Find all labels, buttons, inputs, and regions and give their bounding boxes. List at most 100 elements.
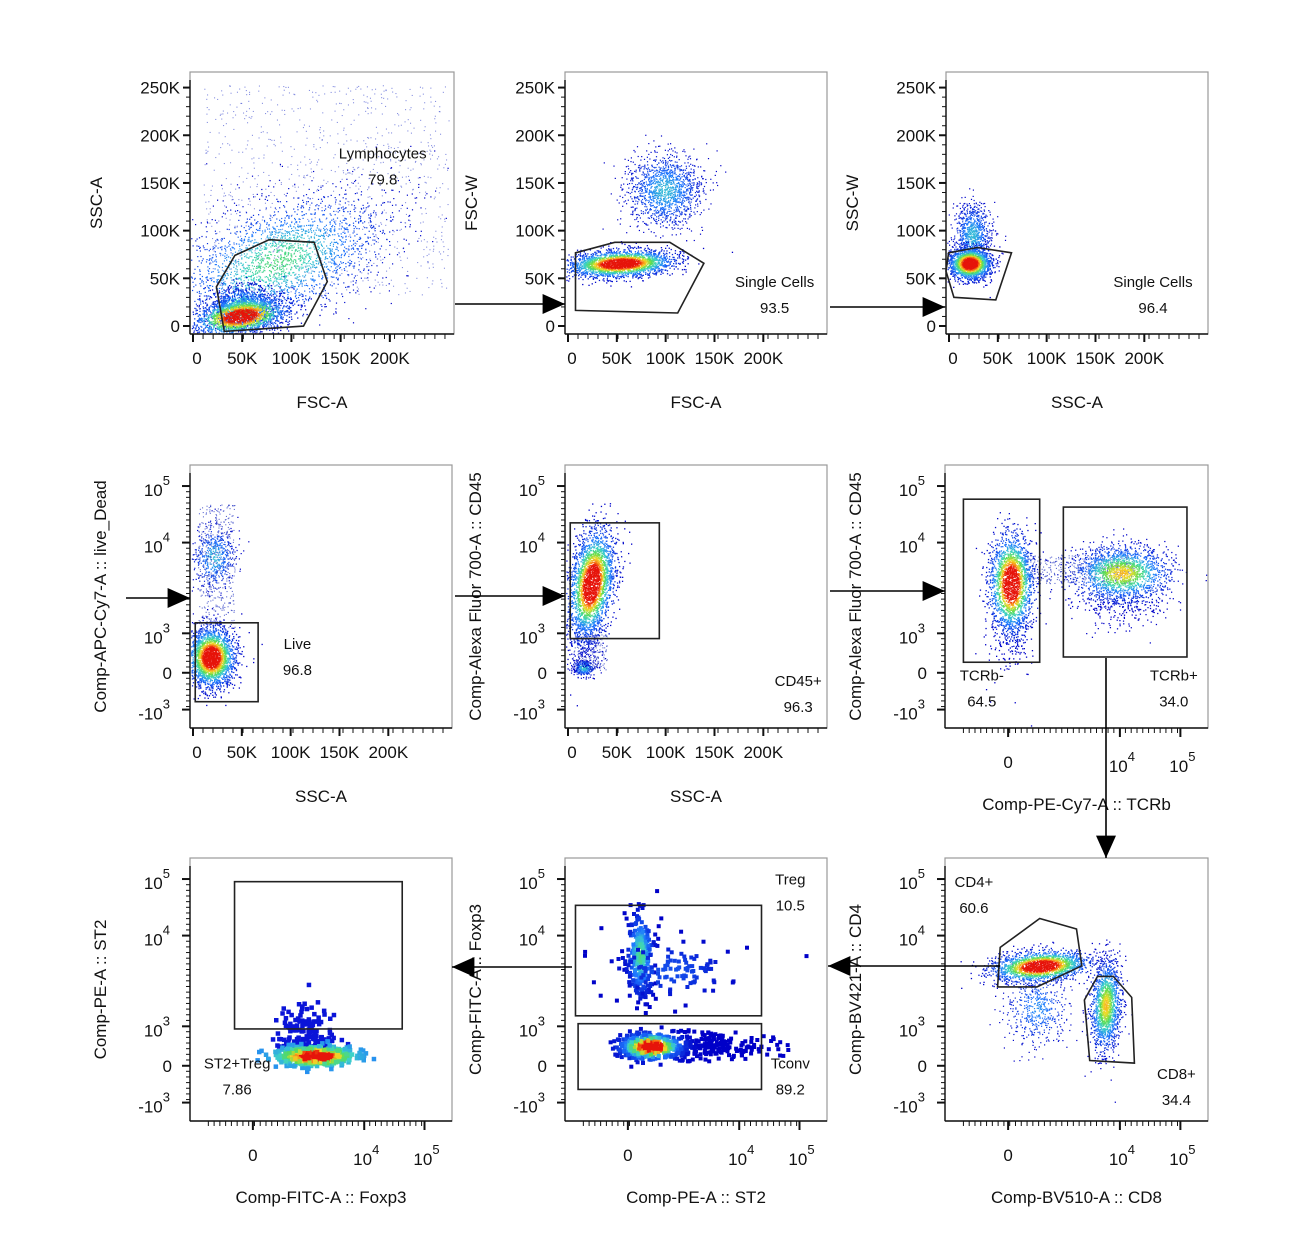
gate-cd4-positive[interactable] [996,917,1083,988]
arrowhead-icon [922,581,945,601]
gate-single-cells-ssc[interactable] [945,246,1013,301]
gate-name: CD4+ [955,874,994,891]
event-scatter [975,512,1208,727]
x-tick-label: 150K [320,743,360,762]
gate-label: ST2+Treg 7.86 [204,1055,271,1098]
y-tick-label: 50K [525,269,556,288]
gate-label: Treg 10.5 [775,871,805,914]
plot-frame [945,71,1209,335]
arrow-p2-to-p3 [830,297,945,317]
cd8-density [1081,939,1133,1103]
gate-percent: 96.3 [784,699,813,716]
x-tick-label: 150K [1076,349,1116,368]
y-tick-label: 0 [918,1057,927,1076]
y-tick-label: 105 [899,866,925,893]
x-tick-label: 0 [192,743,201,762]
x-tick-label: 200K [1124,349,1164,368]
gate-cd45-positive[interactable] [569,522,661,640]
y-axis-ticks: -103 0 103 104 105 [513,866,565,1117]
x-tick-label: 0 [1003,753,1012,772]
gate-name: Single Cells [735,274,814,291]
gate-name: CD45+ [775,673,822,690]
cd45-density [566,503,633,707]
x-axis-ticks: 0 50K 100K 150K 200K [567,334,819,368]
gate-tcrb-positive[interactable] [1062,506,1188,658]
y-tick-label: -103 [138,697,170,724]
gate-lymphocytes[interactable] [215,238,329,333]
event-scatter [191,85,450,335]
arrow-p6-to-p9 [1096,658,1116,858]
x-tick-label: 0 [248,1146,257,1165]
y-tick-label: 104 [899,923,925,950]
x-axis-ticks: 0 50K 100K 150K 200K [192,728,444,762]
y-axis-title: SSC-W [843,175,862,232]
y-tick-label: 0 [546,317,555,336]
x-axis-title: FSC-A [671,393,723,412]
x-tick-label: 104 [1109,749,1135,776]
x-axis-ticks: 0 50K 100K 150K 200K [192,334,446,368]
x-tick-label: 50K [227,743,258,762]
x-axis-title: FSC-A [297,393,349,412]
gate-cd8-positive[interactable] [1083,975,1136,1064]
event-scatter [947,188,1007,299]
arrow-into-p4 [126,588,190,608]
y-tick-label: 104 [519,530,545,557]
y-axis-ticks: 0 50K 100K 150K 200K 250K [140,79,190,336]
gate-label: CD8+ 34.4 [1157,1066,1196,1109]
y-tick-label: 0 [171,317,180,336]
x-axis-title: Comp-PE-Cy7-A :: TCRb [982,795,1171,814]
y-tick-label: 103 [144,620,170,647]
dead-cells [191,508,250,615]
y-tick-label: 0 [918,664,927,683]
y-tick-label: -103 [513,697,545,724]
y-tick-label: 103 [144,1013,170,1040]
y-tick-label: 200K [140,126,180,145]
cd4-density [960,941,1119,997]
y-tick-label: 105 [144,473,170,500]
x-tick-label: 50K [602,349,633,368]
gate-single-cells-fsc[interactable] [574,241,705,314]
y-tick-label: -103 [138,1090,170,1117]
gate-tcrb-negative[interactable] [962,498,1041,664]
gate-percent: 60.6 [959,900,988,917]
arrow-p4-to-p5 [455,586,565,606]
x-axis-ticks: 0 104 105 [962,728,1195,776]
y-axis-title: Comp-PE-A :: ST2 [91,920,110,1060]
singlet-density [566,240,734,288]
y-axis-ticks: -103 0 103 104 105 [893,866,945,1117]
gate-tconv[interactable] [577,1022,763,1091]
x-tick-label: 50K [602,743,633,762]
x-tick-label: 105 [1169,749,1195,776]
arrow-p9-to-p8 [828,956,1000,976]
gate-label: Single Cells 93.5 [735,274,814,317]
y-tick-label: 105 [899,473,925,500]
x-tick-label: 0 [567,349,576,368]
y-tick-label: 103 [899,1013,925,1040]
live-density [191,608,263,707]
y-tick-label: 103 [519,620,545,647]
x-tick-label: 100K [646,743,686,762]
gate-live[interactable] [194,621,259,703]
y-axis-title: Comp-APC-Cy7-A :: live_Dead [91,480,110,712]
y-tick-label: 105 [144,866,170,893]
gate-name: TCRb+ [1150,668,1198,685]
gate-name: Treg [775,871,805,888]
x-axis-title: SSC-A [295,787,348,806]
arrowhead-icon [922,297,945,317]
gate-treg[interactable] [574,904,763,1017]
x-tick-label: 100K [272,349,312,368]
y-tick-label: 50K [906,269,937,288]
y-tick-label: 150K [140,174,180,193]
panel-p3: 0 50K 100K 150K 200K 250K 0 50K 100K 150K 200K SSC-… [843,71,1209,412]
x-axis-title: SSC-A [670,787,723,806]
gate-name: Single Cells [1113,274,1192,291]
gate-st2-treg[interactable] [233,880,404,1030]
x-tick-label: 0 [567,743,576,762]
y-axis-title: Comp-BV421-A :: CD4 [846,904,865,1075]
gate-percent: 34.0 [1159,694,1188,711]
x-tick-label: 100K [646,349,686,368]
y-tick-label: 250K [140,79,180,98]
